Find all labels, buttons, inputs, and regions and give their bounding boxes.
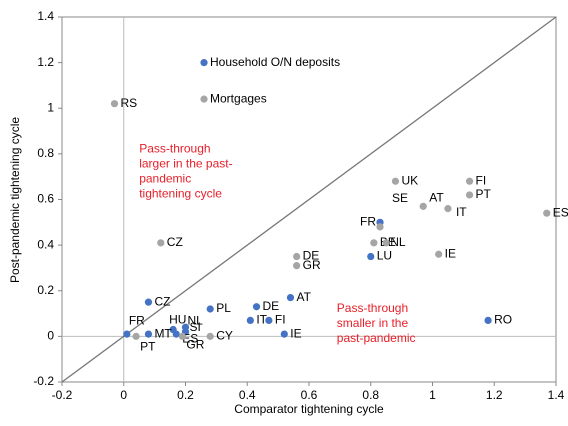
point-label: DE: [263, 299, 280, 313]
diagonal-line: [61, 16, 557, 383]
x-tick-label: 1.2: [486, 388, 503, 402]
point: [280, 330, 288, 338]
point-label: ES: [553, 205, 568, 219]
point: [200, 95, 208, 103]
point-label: GR: [186, 338, 204, 352]
annotation: pandemic: [139, 171, 191, 185]
point: [435, 250, 443, 258]
point-label: IE: [445, 246, 456, 260]
point: [172, 330, 180, 338]
point-label: DE: [303, 249, 320, 263]
annotation: Pass-through: [139, 141, 210, 155]
point-label: UK: [401, 173, 418, 187]
point-label: SI: [190, 320, 201, 334]
point-label: PT: [140, 340, 156, 354]
point-label: PT: [476, 187, 492, 201]
annotation: smaller in the: [337, 316, 409, 330]
point-label: ES: [182, 331, 198, 345]
y-tick-label: 0.6: [37, 192, 54, 206]
x-tick-label: 1.4: [548, 388, 565, 402]
point-label: IT: [456, 205, 467, 219]
point-label: FR: [360, 214, 376, 228]
point: [376, 223, 384, 231]
point-label: LU: [377, 249, 392, 263]
point: [265, 316, 273, 325]
annotation: tightening cycle: [139, 186, 222, 200]
point: [484, 316, 492, 325]
point-label: GR: [303, 258, 321, 272]
point-label: CZ: [154, 294, 170, 308]
point-label: NL: [390, 235, 406, 249]
y-tick-label: 1: [47, 100, 54, 114]
x-axis-label: Comparator tightening cycle: [234, 402, 384, 416]
point: [157, 239, 165, 247]
point: [144, 298, 153, 306]
point-label: IE: [290, 326, 301, 340]
point-label: NL: [188, 313, 204, 327]
y-tick-label: 0: [47, 329, 54, 343]
point-label: AT: [429, 191, 444, 205]
y-tick-label: 0.4: [37, 237, 54, 251]
point-label: MT: [154, 326, 172, 340]
y-tick-label: 0.2: [37, 283, 54, 297]
point: [178, 332, 187, 340]
point-label: HU: [169, 313, 186, 327]
annotation: larger in the past-: [139, 156, 232, 170]
point: [286, 293, 295, 302]
point: [444, 205, 452, 213]
point: [465, 177, 474, 185]
point: [391, 177, 400, 185]
point-label: IT: [256, 313, 267, 327]
point: [200, 59, 208, 67]
point: [252, 303, 261, 311]
x-tick-label: 1: [429, 388, 436, 402]
y-axis-label: Post-pandemic tightening cycle: [8, 117, 22, 283]
point-label: Mortgages: [210, 91, 267, 105]
point: [293, 262, 301, 270]
point: [543, 209, 551, 217]
annotation: past-pandemic: [337, 331, 416, 345]
point-label: FI: [476, 173, 487, 187]
point-label: RO: [494, 313, 512, 327]
point-label: SE: [392, 191, 408, 205]
x-tick-label: 0: [120, 388, 127, 402]
point: [246, 316, 254, 325]
x-tick-label: 0.6: [301, 388, 318, 402]
x-tick-label: 0.4: [239, 388, 256, 402]
annotation: Pass-through: [337, 301, 408, 315]
point-label: Household O/N deposits: [210, 55, 340, 69]
point-label: CY: [216, 329, 233, 343]
x-tick-label: 0.8: [362, 388, 379, 402]
point-label: PL: [216, 301, 231, 315]
point: [110, 100, 119, 108]
point-label: FR: [129, 313, 145, 327]
point: [123, 330, 131, 338]
y-tick-label: 0.8: [37, 146, 54, 160]
point: [293, 252, 301, 261]
x-tick-label: 0.2: [177, 388, 194, 402]
point: [132, 332, 140, 340]
x-tick-label: -0.2: [52, 388, 73, 402]
point-label: FI: [275, 313, 286, 327]
point: [382, 239, 390, 247]
point: [370, 239, 378, 247]
point-label: RS: [120, 96, 137, 110]
point: [419, 202, 427, 210]
y-tick-label: 1.4: [37, 9, 54, 23]
point: [144, 330, 153, 338]
point-label: AT: [296, 290, 311, 304]
point: [367, 252, 375, 261]
y-tick-label: 1.2: [37, 55, 54, 69]
point-label: CZ: [167, 235, 183, 249]
point: [206, 305, 214, 313]
point: [206, 332, 214, 340]
y-tick-label: -0.2: [33, 374, 54, 388]
point: [465, 191, 474, 199]
